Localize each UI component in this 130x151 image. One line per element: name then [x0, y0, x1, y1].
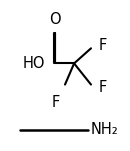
Text: F: F — [99, 80, 107, 95]
Text: F: F — [52, 95, 60, 110]
Text: HO: HO — [22, 56, 45, 71]
Text: F: F — [99, 38, 107, 53]
Text: NH₂: NH₂ — [91, 122, 119, 137]
Text: O: O — [49, 12, 60, 27]
